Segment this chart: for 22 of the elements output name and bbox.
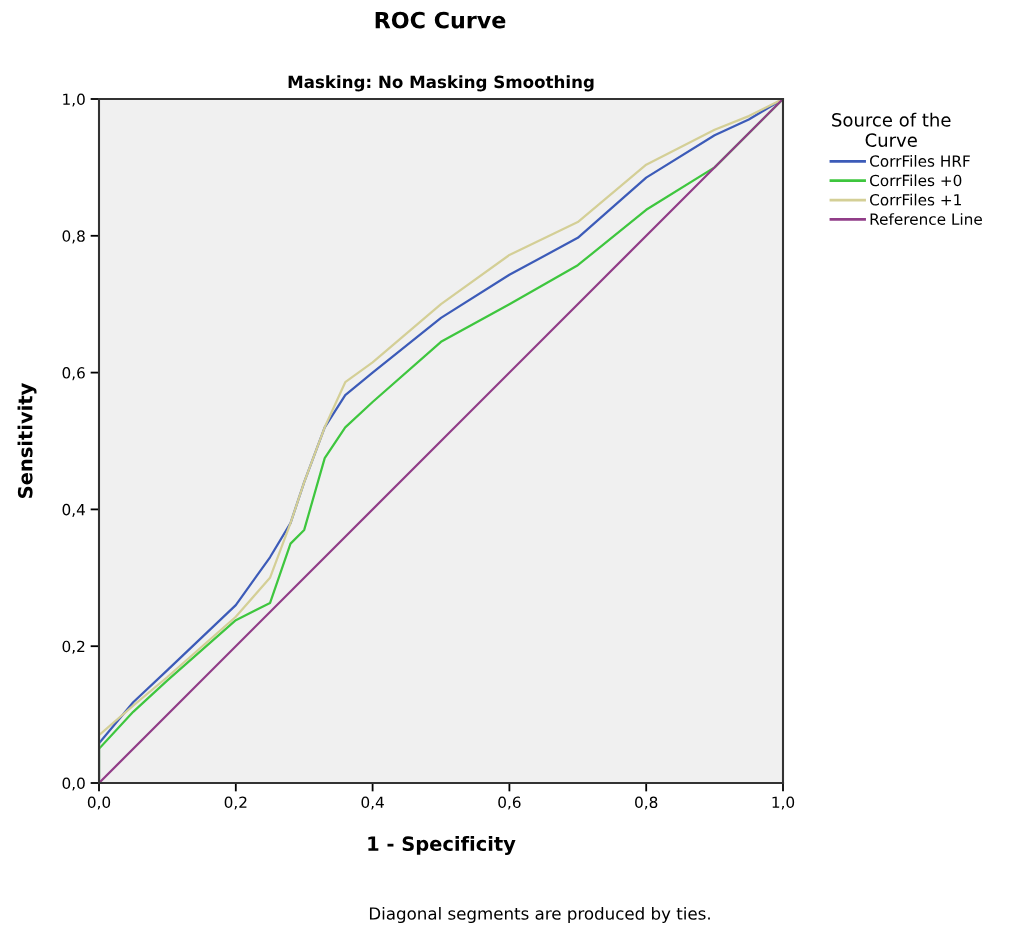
y-axis-title: Sensitivity (17, 383, 37, 498)
x-tick-label: 0,4 (361, 796, 384, 810)
x-axis-title: 1 - Specificity (368, 835, 516, 855)
x-tick-label: 0,6 (498, 796, 521, 810)
y-tick-label: 0,0 (62, 777, 85, 791)
x-tick-label: 0,2 (224, 796, 247, 810)
y-tick-label: 0,6 (62, 367, 85, 381)
legend-label: Reference Line (870, 213, 982, 225)
x-tick-label: 0,0 (87, 796, 111, 810)
legend-label: CorrFiles +1 (870, 193, 961, 206)
y-tick-label: 1,0 (63, 93, 85, 107)
chart-subtitle: Masking: No Masking Smoothing (288, 75, 594, 92)
y-tick-label: 0,2 (62, 640, 85, 654)
legend-label: CorrFiles HRF (870, 155, 970, 167)
chart-title: ROC Curve (375, 11, 506, 29)
text: Diagonal segments are produced by ties. (369, 906, 710, 924)
legend-label: CorrFiles +0 (870, 174, 962, 187)
y-tick-label: 0,8 (62, 230, 85, 244)
y-tick-label: 0,4 (62, 503, 85, 517)
x-tick-label: 0,8 (635, 796, 658, 810)
legend-title: Source of the Curve (832, 112, 951, 147)
x-tick-label: 1,0 (772, 796, 795, 810)
